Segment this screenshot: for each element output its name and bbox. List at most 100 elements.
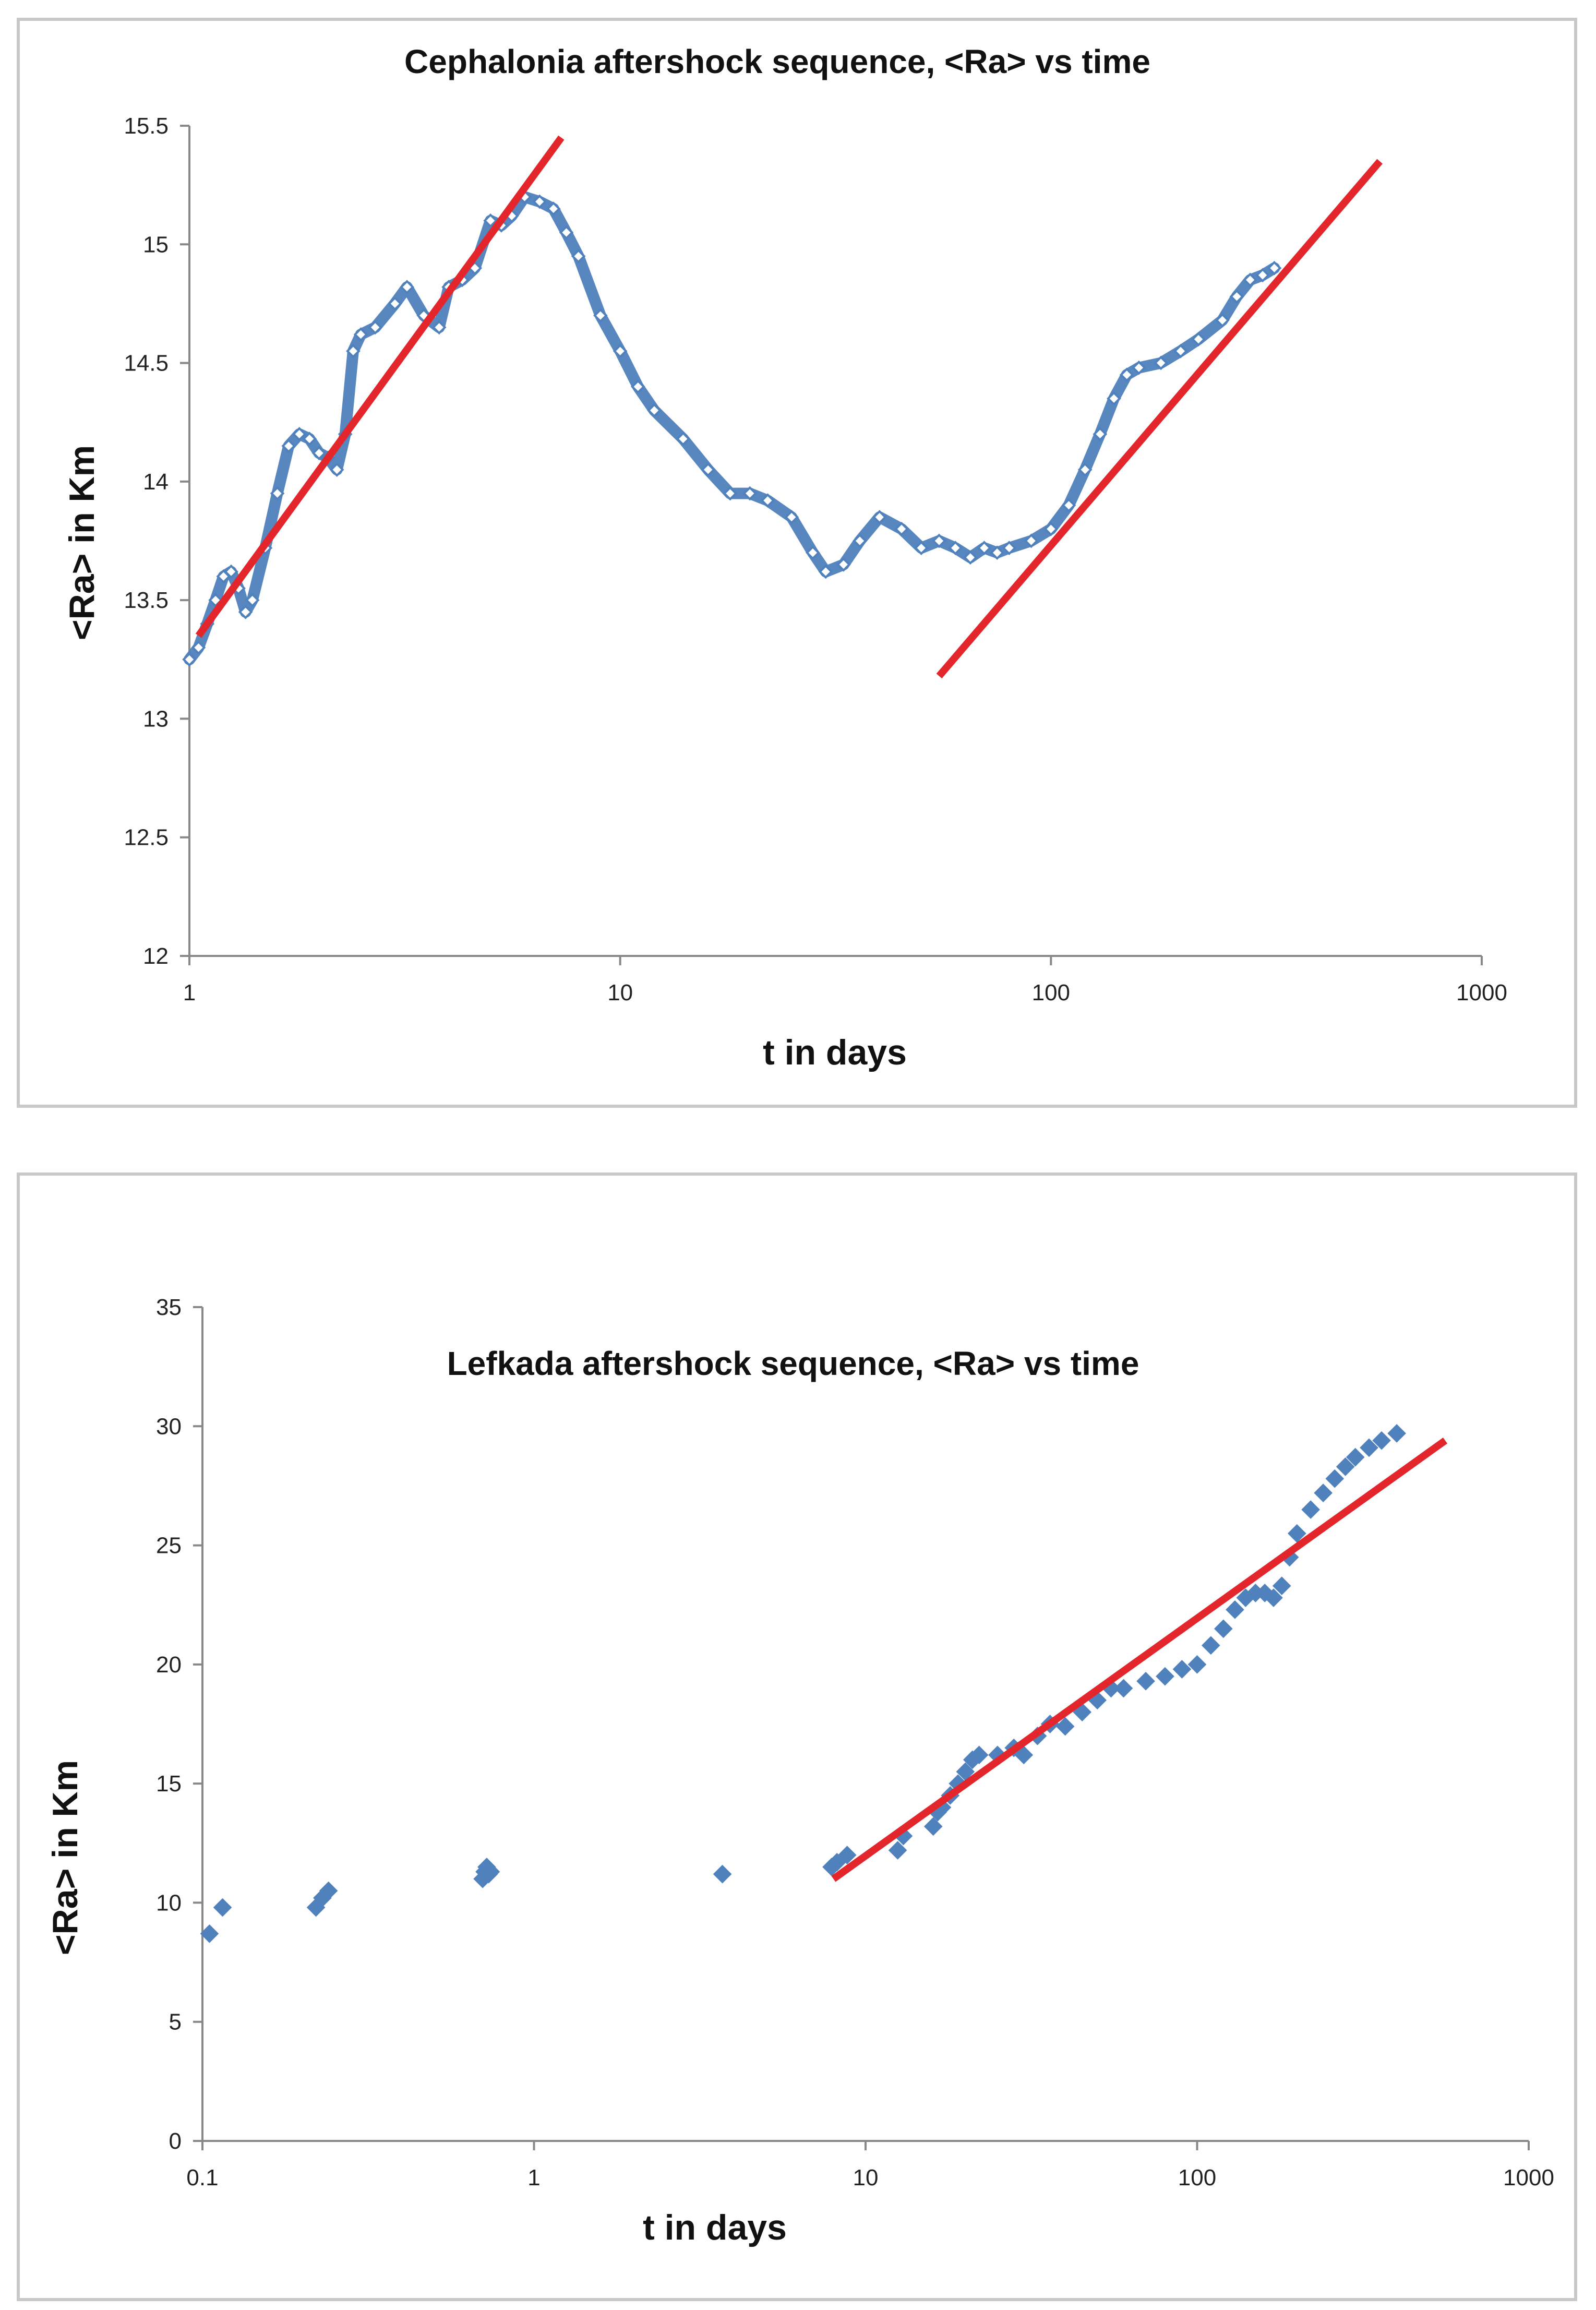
chart1-data-point (483, 213, 498, 228)
chart2-xtick-label: 100 (1178, 2165, 1216, 2191)
chart1-data-point (1093, 427, 1108, 441)
chart2-data-point (1201, 1636, 1220, 1655)
chart1-data-point (836, 557, 851, 572)
chart1-data-point (1191, 332, 1206, 346)
chart1-data-point (1043, 521, 1059, 536)
chart2-data-point (956, 1762, 975, 1781)
chart1-data-point (1267, 260, 1282, 276)
chart2-data-point (1114, 1679, 1133, 1698)
chart2-y-axis: 0 5 10 15 20 25 30 35 (156, 1295, 202, 2154)
chart1-data-point (302, 432, 317, 446)
chart1-data-point (1215, 313, 1230, 328)
chart1-data-point (676, 432, 691, 446)
chart2-data-point (1301, 1500, 1320, 1519)
chart1-data-point (1061, 498, 1076, 513)
chart1-data-point (1119, 367, 1134, 382)
chart2-data-point (1325, 1469, 1345, 1488)
chart1-xtick-label: 1000 (1456, 980, 1507, 1006)
chart1-data-point (990, 545, 1005, 560)
chart2-data-point (1073, 1703, 1091, 1721)
chart2-data-point (1172, 1660, 1192, 1679)
chart1-plot-area (182, 135, 1383, 679)
chart1-data-point (631, 379, 645, 394)
chart2-data-point (1156, 1667, 1174, 1686)
chart2-ytick-label: 30 (156, 1414, 182, 1439)
chart1-ytick-label: 13.5 (124, 588, 169, 613)
chart2-data-point (1055, 1717, 1075, 1736)
chart2-data-point (1372, 1431, 1391, 1450)
chart1-data-point (701, 462, 716, 477)
chart1-data-point (784, 510, 799, 524)
chart2-ytick-label: 5 (169, 2009, 182, 2035)
chart2-data-point (837, 1846, 857, 1864)
chart1-data-point (191, 640, 206, 655)
chart2-xtick-label: 0.1 (186, 2165, 218, 2191)
chart1-data-point (1132, 360, 1146, 375)
chart1-data-point (224, 564, 238, 579)
chart1-ytick-label: 13 (143, 706, 169, 732)
chart1-fit-line (936, 159, 1383, 679)
chart2-data-point (1314, 1483, 1333, 1502)
chart2-xlabel: t in days (643, 2208, 787, 2247)
chart2-xtick-label: 10 (853, 2165, 879, 2191)
chart1-data-point (311, 446, 327, 461)
chart1-title: Cephalonia aftershock sequence, <Ra> vs … (404, 43, 1150, 80)
chart2-ytick-label: 20 (156, 1652, 182, 1678)
chart1-data-point (1024, 533, 1039, 548)
chart2-data-point (200, 1924, 219, 1943)
chart1-xtick-label: 1 (183, 980, 196, 1006)
chart1-data-point (388, 296, 402, 311)
chart1-frame (17, 18, 1577, 1108)
chart2-ytick-label: 35 (156, 1295, 182, 1320)
chart1-data-point (914, 541, 929, 555)
chart2-ytick-label: 10 (156, 1890, 182, 1916)
chart1-data-point (532, 194, 547, 209)
chart1-xtick-label: 100 (1032, 980, 1070, 1006)
chart1-data-point (1255, 268, 1270, 283)
chart2-ytick-label: 25 (156, 1533, 182, 1559)
chart1-xlabel: t in days (763, 1033, 907, 1072)
chart1-ytick-label: 12 (143, 943, 169, 969)
chart1-data-point (270, 486, 285, 501)
chart1-data-point (1107, 391, 1121, 406)
chart2-data-point (1255, 1584, 1275, 1602)
chart2-xtick-label: 1000 (1503, 2165, 1554, 2191)
chart1-x-axis: 1 10 100 1000 (183, 956, 1507, 1006)
chart1-data-point (977, 541, 992, 555)
chart1-data-point (238, 605, 253, 619)
chart1-data-point (431, 320, 447, 335)
chart2-data-point (1014, 1745, 1034, 1765)
chart1-data-point (368, 320, 382, 335)
chart2-data-point (1346, 1447, 1365, 1467)
chart2-x-axis: 0.1 1 10 100 1000 (186, 2141, 1554, 2191)
chart1-data-point (1002, 541, 1017, 555)
chart1-data-point (647, 403, 662, 418)
chart2-data-point (1387, 1424, 1406, 1443)
chart2-xtick-label: 1 (527, 2165, 540, 2191)
chart2-ytick-label: 15 (156, 1771, 182, 1797)
chart2-data-point (1287, 1524, 1306, 1543)
chart1-ytick-label: 14.5 (124, 351, 169, 376)
chart1-data-point (894, 521, 909, 536)
chart2-data-point (1187, 1655, 1207, 1674)
chart1-data-point (806, 545, 820, 560)
chart1-data-point (948, 541, 963, 555)
chart1-y-axis: 12 12.5 13 13.5 14 14.5 15 15.5 (124, 113, 189, 969)
chart2-title: Lefkada aftershock sequence, <Ra> vs tim… (447, 1345, 1139, 1382)
chart2-data-point (1264, 1588, 1283, 1607)
chart2-data-point (969, 1745, 989, 1765)
chart1-data-point (932, 533, 946, 548)
chart2-data-point (888, 1841, 907, 1860)
chart2-data-point (1360, 1438, 1378, 1457)
chart1-data-point (1154, 355, 1168, 370)
chart2-data-point (713, 1864, 732, 1884)
chart1-data-point (1077, 462, 1093, 477)
chart1-data-point (292, 427, 307, 441)
chart1-data-point (1229, 289, 1244, 304)
chart1-data-point (1173, 344, 1188, 358)
chart2-data-point (827, 1852, 847, 1872)
chart1-data-point (546, 201, 561, 216)
chart1-data-point (400, 280, 414, 294)
chart1-ytick-label: 15.5 (124, 113, 169, 139)
